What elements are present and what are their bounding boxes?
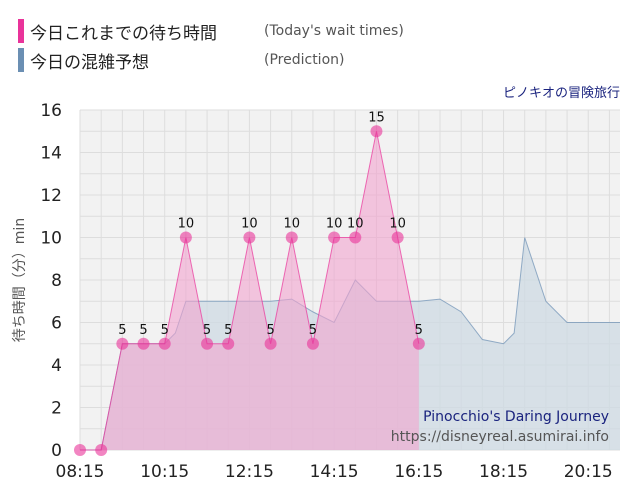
credit-url: https://disneyreal.asumirai.info	[391, 429, 609, 445]
y-axis-label: 待ち時間（分）min	[12, 218, 28, 342]
actual-point	[391, 231, 404, 244]
data-label: 5	[224, 323, 232, 338]
y-tick-label: 8	[51, 271, 62, 291]
x-tick-label: 08:15	[56, 462, 105, 482]
data-label: 5	[118, 323, 126, 338]
data-label: 10	[347, 217, 364, 232]
data-label: 10	[326, 217, 343, 232]
actual-series	[74, 125, 425, 456]
y-tick-label: 16	[40, 101, 62, 121]
actual-point	[158, 337, 171, 350]
legend-predicted-swatch	[18, 48, 24, 72]
legend-actual-swatch	[18, 19, 24, 43]
actual-point	[179, 231, 192, 244]
legend-actual: 今日これまでの待ち時間 (Today's wait times)	[18, 18, 404, 44]
y-tick-label: 10	[40, 229, 62, 249]
x-tick-label: 10:15	[140, 462, 189, 482]
legend-actual-label: 今日これまでの待ち時間	[30, 23, 217, 44]
x-tick-label: 14:15	[310, 462, 359, 482]
legend-actual-sub: (Today's wait times)	[264, 23, 404, 39]
attraction-name-japanese: ピノキオの冒険旅行	[502, 86, 620, 101]
x-tick-label: 20:15	[564, 462, 613, 482]
x-tick-label: 12:15	[225, 462, 274, 482]
data-label: 15	[368, 110, 385, 125]
x-tick-label: 18:15	[479, 462, 528, 482]
actual-area	[80, 131, 419, 450]
actual-point	[328, 231, 341, 244]
actual-point	[370, 125, 383, 138]
credit-attraction-english: Pinocchio's Daring Journey	[423, 409, 609, 425]
actual-point	[412, 337, 425, 350]
y-tick-label: 14	[40, 144, 62, 164]
actual-point	[74, 444, 86, 456]
data-label: 5	[309, 323, 317, 338]
actual-point	[285, 231, 298, 244]
data-label: 10	[241, 217, 258, 232]
y-tick-label: 2	[51, 399, 62, 419]
actual-point	[201, 337, 214, 350]
y-tick-label: 6	[51, 314, 62, 334]
legend-predicted-label: 今日の混雑予想	[30, 52, 149, 73]
x-axis-ticks: 08:15 10:15 12:15 14:15 16:15 18:15 20:15	[56, 462, 613, 482]
actual-point	[137, 337, 150, 350]
actual-point	[95, 444, 108, 456]
data-label: 5	[415, 323, 423, 338]
x-tick-label: 16:15	[394, 462, 443, 482]
y-tick-label: 0	[51, 441, 62, 461]
data-label: 5	[139, 323, 147, 338]
data-label: 10	[389, 217, 406, 232]
actual-point	[306, 337, 319, 350]
data-label: 5	[161, 323, 169, 338]
data-label: 10	[283, 217, 300, 232]
legend-predicted: 今日の混雑予想 (Prediction)	[18, 47, 344, 73]
legend-predicted-sub: (Prediction)	[264, 52, 345, 68]
actual-point	[222, 337, 235, 350]
actual-point	[116, 337, 129, 350]
y-tick-label: 12	[40, 186, 62, 206]
actual-point	[349, 231, 362, 244]
data-label: 10	[178, 217, 195, 232]
y-tick-label: 4	[51, 356, 62, 376]
actual-point	[264, 337, 277, 350]
actual-point	[243, 231, 256, 244]
data-label: 5	[266, 323, 274, 338]
data-label: 5	[203, 323, 211, 338]
y-axis-ticks: 0 2 4 6 8 10 12 14 16	[40, 101, 62, 461]
